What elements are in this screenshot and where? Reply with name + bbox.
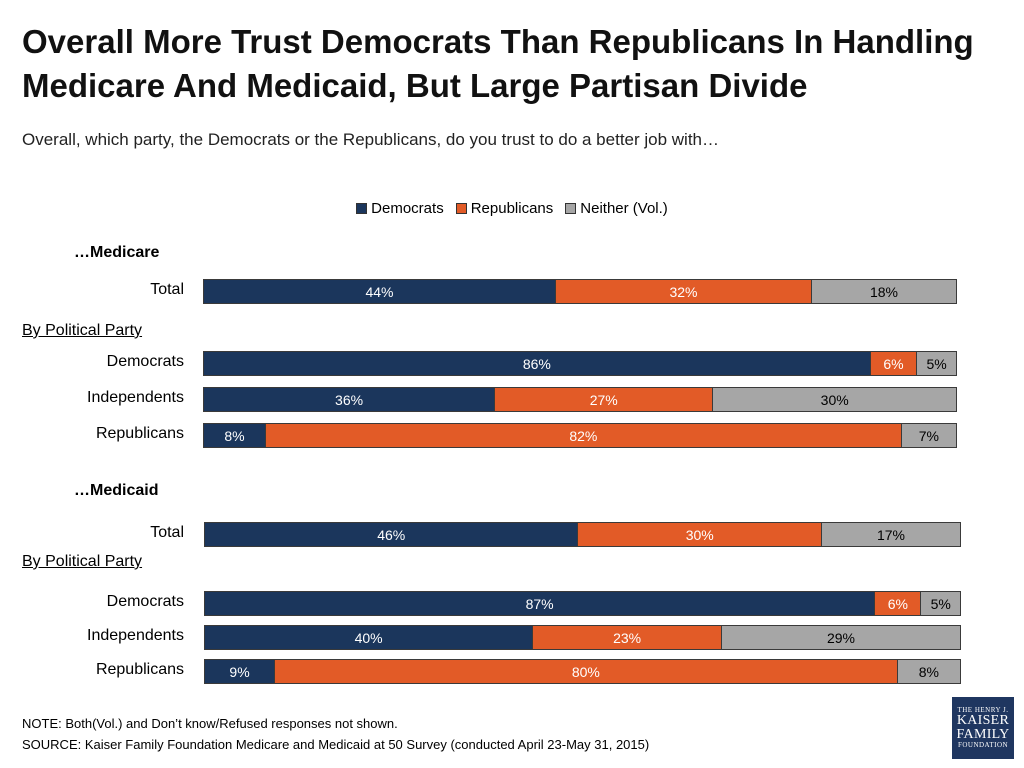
legend-swatch: [455, 203, 467, 214]
category-label: Democrats: [106, 593, 184, 610]
category-label: Independents: [87, 389, 184, 406]
category-label: Democrats: [106, 353, 184, 370]
bar-segment-rep: 82%: [266, 424, 902, 447]
logo-line-3: FAMILY: [956, 727, 1010, 742]
bar-segment-nei: 17%: [821, 523, 960, 546]
chart-title: Overall More Trust Democrats Than Republ…: [22, 23, 974, 104]
bar-segment-nei: 8%: [897, 660, 960, 683]
bar-segment-rep: 32%: [556, 280, 812, 303]
bar-segment-dem: 40%: [205, 626, 534, 649]
stacked-bar: 46% 30% 17%: [204, 522, 961, 547]
bar-segment-nei: 5%: [921, 592, 960, 615]
stacked-bar: 36% 27% 30%: [203, 387, 957, 412]
legend-label: Republicans: [470, 200, 554, 217]
bar-segment-dem: 44%: [204, 280, 556, 303]
stacked-bar: 44% 32% 18%: [203, 279, 957, 304]
bar-segment-nei: 18%: [812, 280, 956, 303]
logo-line-1: THE HENRY J.: [957, 706, 1009, 714]
note-text: NOTE: Both(Vol.) and Don’t know/Refused …: [22, 716, 398, 731]
logo-line-2: KAISER: [956, 713, 1010, 728]
bar-segment-dem: 86%: [204, 352, 871, 375]
stacked-bar: 8% 82% 7%: [203, 423, 957, 448]
stacked-bar: 86% 6% 5%: [203, 351, 957, 376]
group-label: By Political Party: [22, 553, 143, 570]
section-title: …Medicare: [74, 244, 160, 261]
category-label: Republicans: [95, 661, 184, 678]
legend-item-democrats: Democrats: [356, 200, 444, 217]
bar-segment-dem: 87%: [205, 592, 876, 615]
legend-label: Neither (Vol.): [580, 200, 668, 217]
legend-label: Democrats: [371, 200, 444, 217]
bar-segment-rep: 23%: [533, 626, 722, 649]
bar-segment-dem: 8%: [204, 424, 267, 447]
bar-segment-rep: 80%: [275, 660, 898, 683]
category-label: Total: [150, 524, 184, 541]
source-text: SOURCE: Kaiser Family Foundation Medicar…: [22, 737, 650, 752]
bar-segment-nei: 7%: [901, 424, 956, 447]
legend-swatch: [356, 203, 368, 214]
bar-segment-dem: 9%: [205, 660, 276, 683]
bar-segment-rep: 30%: [578, 523, 822, 546]
bar-segment-nei: 5%: [917, 352, 956, 375]
bar-segment-dem: 36%: [204, 388, 496, 411]
stacked-bar: 9% 80% 8%: [204, 659, 961, 684]
bar-segment-nei: 30%: [713, 388, 956, 411]
category-label: Total: [150, 281, 184, 298]
chart-legend: Democrats Republicans Neither (Vol.): [0, 200, 1024, 217]
bar-segment-nei: 29%: [722, 626, 960, 649]
legend-item-neither-vol: Neither (Vol.): [565, 200, 668, 217]
stacked-bar: 40% 23% 29%: [204, 625, 961, 650]
bar-segment-rep: 27%: [495, 388, 714, 411]
section-title: …Medicaid: [74, 482, 159, 499]
bar-segment-dem: 46%: [205, 523, 579, 546]
category-label: Republicans: [95, 425, 184, 442]
legend-item-republicans: Republicans: [455, 200, 554, 217]
group-label: By Political Party: [22, 322, 143, 339]
stacked-bar: 87% 6% 5%: [204, 591, 961, 616]
bar-segment-rep: 6%: [870, 352, 918, 375]
category-label: Independents: [87, 627, 184, 644]
kff-logo: THE HENRY J. KAISER FAMILY FOUNDATION: [952, 697, 1014, 759]
legend-swatch: [565, 203, 577, 214]
chart-subtitle: Overall, which party, the Democrats or t…: [22, 130, 720, 149]
bar-segment-rep: 6%: [875, 592, 922, 615]
logo-line-4: FOUNDATION: [957, 741, 1009, 749]
